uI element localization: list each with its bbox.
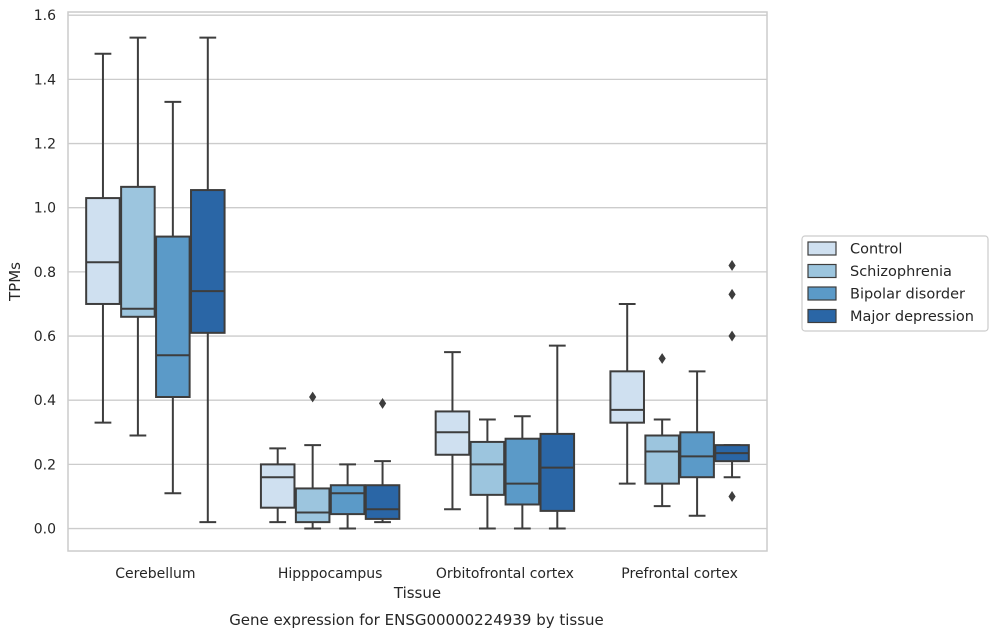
box-iqr xyxy=(120,185,156,318)
legend-swatch xyxy=(807,286,837,301)
legend-swatch xyxy=(807,263,837,279)
box-schizophrenia xyxy=(469,418,506,530)
y-tick-label: 1.0 xyxy=(34,201,56,217)
box-schizophrenia xyxy=(120,36,156,437)
legend: Control Schizophrenia Bipolar disorder Majo… xyxy=(801,235,989,332)
box-control xyxy=(609,302,645,485)
x-tick-label: Orbitofrontal cortex xyxy=(436,566,574,582)
legend-label: Control xyxy=(850,242,902,258)
legend-label: Major depression xyxy=(850,309,974,325)
box-iqr xyxy=(469,440,506,496)
legend-frame xyxy=(801,235,989,332)
y-tick-label: 0.0 xyxy=(34,522,56,538)
x-tick-label: Prefrontal cortex xyxy=(621,566,738,582)
box-major-depression xyxy=(364,398,401,524)
y-tick-label: 1.4 xyxy=(34,72,56,88)
legend-label: Bipolar disorder xyxy=(850,287,965,303)
box-schizophrenia xyxy=(294,391,331,530)
box-iqr xyxy=(364,484,401,520)
outlier-point xyxy=(378,398,387,409)
box-bipolar-disorder xyxy=(155,100,191,495)
chart-caption: Gene expression for ENSG00000224939 by t… xyxy=(229,611,604,629)
legend-swatch xyxy=(807,308,837,324)
box-major-depression xyxy=(714,260,750,502)
y-tick-label: 0.8 xyxy=(34,265,56,281)
box-iqr xyxy=(259,463,296,509)
box-major-depression xyxy=(190,36,226,524)
outlier-point xyxy=(728,330,736,342)
box-major-depression xyxy=(539,344,576,530)
boxes xyxy=(85,36,750,530)
box-iqr xyxy=(504,437,541,506)
y-tick-label: 0.4 xyxy=(34,393,56,409)
box-control xyxy=(259,447,296,524)
y-tick-label: 1.6 xyxy=(34,8,56,24)
outlier-point xyxy=(309,391,317,403)
box-bipolar-disorder xyxy=(329,463,366,530)
box-iqr xyxy=(609,370,645,424)
legend-swatch xyxy=(807,241,837,256)
x-tick-label: Hipppocampus xyxy=(278,566,383,582)
box-bipolar-disorder xyxy=(504,415,541,530)
box-iqr xyxy=(155,235,191,398)
box-iqr xyxy=(294,487,331,524)
x-tick-label: Cerebellum xyxy=(115,566,195,582)
y-axis-label: TPMs xyxy=(6,262,24,302)
box-control xyxy=(434,351,471,511)
plot-area xyxy=(67,11,768,552)
y-tick-label: 0.6 xyxy=(34,329,56,345)
outlier-point xyxy=(728,288,736,300)
box-control xyxy=(85,52,121,424)
box-iqr xyxy=(85,197,121,305)
outlier-point xyxy=(658,353,666,364)
box-iqr xyxy=(644,434,680,485)
box-iqr xyxy=(539,432,576,512)
x-tick-labels: Cerebellum Hipppocampus Orbitofrontal cort… xyxy=(115,566,738,582)
x-axis-label: Tissue xyxy=(393,584,441,602)
box-iqr xyxy=(329,484,366,516)
outlier-point xyxy=(728,491,736,502)
box-iqr xyxy=(190,189,226,334)
box-iqr xyxy=(679,431,715,479)
box-bipolar-disorder xyxy=(679,370,715,517)
outlier-point xyxy=(728,260,736,271)
box-schizophrenia xyxy=(644,353,680,508)
y-tick-labels: 0.0 0.2 0.4 0.6 0.8 1.0 1.2 1.4 1.6 xyxy=(34,8,56,537)
y-tick-label: 1.2 xyxy=(34,137,56,153)
y-tick-label: 0.2 xyxy=(34,457,56,473)
legend-label: Schizophrenia xyxy=(850,264,952,280)
